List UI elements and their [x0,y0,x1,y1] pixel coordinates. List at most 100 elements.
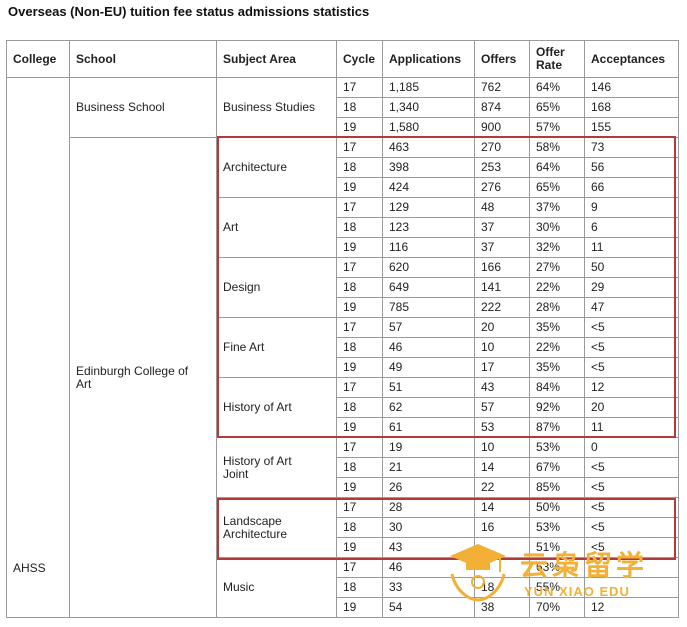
applications-cell: 463 [382,137,475,158]
applications-cell: 49 [382,357,475,378]
subject-cell: Landscape Architecture [216,497,337,558]
table-row: 18 30 16 53% <5 [7,517,679,538]
offers-cell: 276 [474,177,530,198]
watermark: 云枭留学 YUN XIAO EDU [440,528,680,620]
cycle-cell: 19 [336,597,383,618]
offer-rate-cell: 32% [529,237,585,258]
offer-rate-cell: 67% [529,457,585,478]
cycle-cell: 18 [336,577,383,598]
offer-rate-cell: 57% [529,117,585,138]
table-row: 18 62 57 92% 20 [7,397,679,418]
offer-rate-cell: 53% [529,517,585,538]
col-header-acceptances: Acceptances [584,40,679,78]
watermark-cn-text: 云枭留学 [520,550,649,581]
offer-rate-cell: 92% [529,397,585,418]
table-row: 18 46 10 22% <5 [7,337,679,358]
offer-rate-cell: 53% [529,437,585,458]
col-header-offer-rate: Offer Rate [529,40,585,78]
acceptances-cell: 66 [584,177,679,198]
applications-cell: 28 [382,497,475,518]
offers-cell: 270 [474,137,530,158]
offer-rate-cell: 27% [529,257,585,278]
subject-cell: Design [216,257,337,318]
table-row: AHSS Business School Business Studies 17… [6,77,679,618]
col-header-school: School [69,40,217,78]
applications-cell: 785 [382,297,475,318]
table-row: History of Art 17 51 43 84% 12 [7,377,679,438]
table-row: Design 17 620 166 27% 50 [7,257,679,318]
table-row: 18 123 37 30% 6 [7,217,679,238]
cycle-cell: 19 [336,177,383,198]
acceptances-cell: 9 [584,197,679,218]
offers-cell: 762 [474,77,530,98]
offers-cell: 14 [474,497,530,518]
school-cell: Edinburgh College of Art [69,137,217,618]
watermark-en-text: YUN XIAO EDU [524,584,630,599]
offer-rate-cell: 50% [529,497,585,518]
cycle-cell: 19 [336,297,383,318]
offer-rate-cell: 30% [529,217,585,238]
subject-cell: Business Studies [216,77,337,138]
acceptances-cell: 168 [584,97,679,118]
acceptances-cell: 47 [584,297,679,318]
offers-cell: 38 [474,597,530,618]
applications-cell: 51 [382,377,475,398]
table-row: 19 61 53 87% 11 [7,417,679,438]
table-row: History of Art Joint 17 19 10 53% 0 [7,437,679,498]
table-row: Edinburgh College of Art Architecture 17 … [7,137,679,618]
offer-rate-cell: 65% [529,177,585,198]
applications-cell: 129 [382,197,475,218]
page-title: Overseas (Non-EU) tuition fee status adm… [8,4,370,19]
college-cell: AHSS [6,77,70,618]
acceptances-cell: 56 [584,157,679,178]
cycle-cell: 19 [336,537,383,558]
table-row: 19 43 51% <5 [7,537,679,558]
cycle-cell: 18 [336,157,383,178]
acceptances-cell: 12 [584,597,679,618]
applications-cell: 21 [382,457,475,478]
offers-cell: 22 [474,477,530,498]
acceptances-cell: <5 [584,457,679,478]
offer-rate-line2: Rate [536,58,563,72]
subject-cell: History of Art Joint [216,437,337,498]
offers-cell: 17 [474,357,530,378]
acceptances-cell: 20 [584,397,679,418]
cycle-cell: 17 [336,137,383,158]
cycle-cell: 17 [336,437,383,458]
applications-cell: 54 [382,597,475,618]
offer-rate-cell: 22% [529,277,585,298]
offers-cell: 222 [474,297,530,318]
offers-cell: 37 [474,237,530,258]
subject-name-line2: Architecture [223,526,288,541]
offers-cell: 253 [474,157,530,178]
offer-rate-cell: 22% [529,337,585,358]
offer-rate-cell: 28% [529,297,585,318]
offer-rate-line1: Offer [536,45,565,59]
cycle-cell: 18 [336,397,383,418]
offer-rate-cell: 35% [529,357,585,378]
applications-cell: 1,340 [382,97,475,118]
cycle-cell: 17 [336,197,383,218]
applications-cell: 116 [382,237,475,258]
table-row: 18 398 253 64% 56 [7,157,679,178]
offer-rate-cell: 85% [529,477,585,498]
offers-cell: 14 [474,457,530,478]
cycle-cell: 19 [336,237,383,258]
cycle-cell: 18 [336,217,383,238]
school-name-line2: Art [76,376,92,391]
cycle-cell: 18 [336,517,383,538]
cycle-cell: 18 [336,97,383,118]
applications-cell: 620 [382,257,475,278]
subject-name-line1: Landscape [223,513,282,528]
applications-cell: 19 [382,437,475,458]
cycle-cell: 17 [336,77,383,98]
offers-cell: 900 [474,117,530,138]
col-header-applications: Applications [382,40,475,78]
acceptances-cell: <5 [584,497,679,518]
cycle-cell: 17 [336,377,383,398]
subject-name-line1: History of Art [223,453,292,468]
acceptances-cell: <5 [584,477,679,498]
applications-cell: 123 [382,217,475,238]
cycle-cell: 17 [336,557,383,578]
offer-rate-cell: 87% [529,417,585,438]
